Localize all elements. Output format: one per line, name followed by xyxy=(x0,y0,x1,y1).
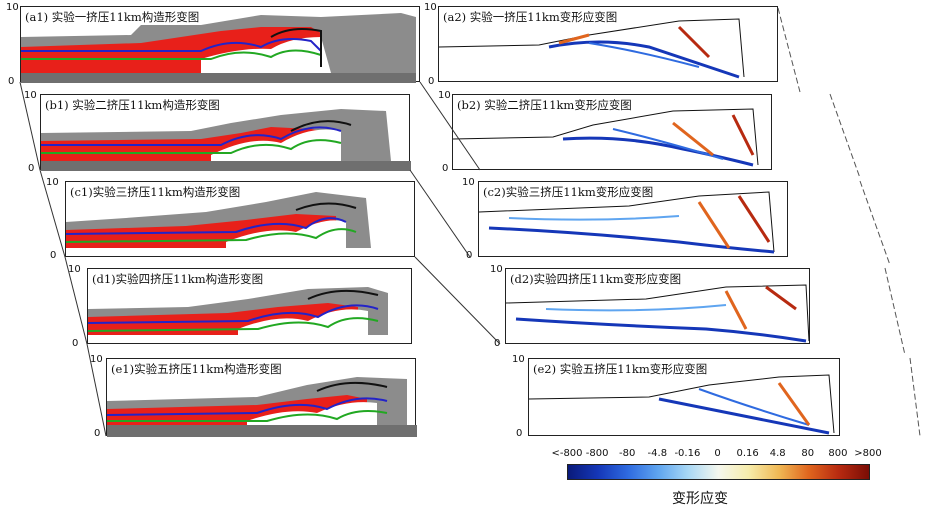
axis-tick-b1-top: 10 xyxy=(24,90,37,101)
axis-tick-c1-bottom: 0 xyxy=(50,250,57,261)
panel-c1: (c1)实验三挤压11km构造形变图 xyxy=(65,181,415,257)
colorbar-tick-label: 0 xyxy=(714,448,721,459)
panel-e2-label: (e2) 实验五挤压11km变形应变图 xyxy=(533,362,708,376)
colorbar-title: 变形应变 xyxy=(672,491,728,507)
axis-tick-b2-bottom: 0 xyxy=(442,163,449,174)
strain-plot-b2 xyxy=(453,108,759,167)
axis-tick-c2-top: 10 xyxy=(462,177,475,188)
colorbar-tick-label: 80 xyxy=(801,448,815,459)
panel-d1-label: (d1)实验四挤压11km构造形变图 xyxy=(92,272,264,286)
panel-b2-label: (b2) 实验二挤压11km变形应变图 xyxy=(457,98,632,112)
axis-tick-a2-bottom: 0 xyxy=(428,76,435,87)
colorbar-tick-label: 0.16 xyxy=(736,448,759,459)
axis-tick-e1-bottom: 0 xyxy=(94,428,101,439)
colorbar-tick-label: 4.8 xyxy=(769,448,786,459)
axis-tick-d1-bottom: 0 xyxy=(72,338,79,349)
panel-e1: (e1)实验五挤压11km构造形变图 xyxy=(106,358,417,437)
structural-plot-c1 xyxy=(66,192,371,248)
panel-e1-label: (e1)实验五挤压11km构造形变图 xyxy=(111,362,282,376)
panel-a1-label: (a1) 实验一挤压11km构造形变图 xyxy=(25,10,200,24)
structural-plot-a1 xyxy=(21,13,416,83)
panel-b2: (b2) 实验二挤压11km变形应变图 xyxy=(452,94,772,170)
colorbar-tick-label: -800 xyxy=(585,448,609,459)
panel-e2: (e2) 实验五挤压11km变形应变图 xyxy=(528,358,840,436)
panel-a2: (a2) 实验一挤压11km变形应变图 xyxy=(438,6,778,82)
structural-plot-b1 xyxy=(41,109,411,171)
colorbar-tick-label: -80 xyxy=(619,448,636,459)
axis-tick-d2-bottom: 0 xyxy=(494,338,501,349)
axis-tick-e1-top: 10 xyxy=(90,354,103,365)
axis-tick-a1-top: 10 xyxy=(6,2,19,13)
panel-a2-label: (a2) 实验一挤压11km变形应变图 xyxy=(443,10,618,24)
strain-plot-c2 xyxy=(479,191,775,254)
panel-d2: (d2)实验四挤压11km变形应变图 xyxy=(505,268,810,344)
axis-tick-b2-top: 10 xyxy=(438,90,451,101)
colorbar-tick-label: 800 xyxy=(828,448,848,459)
strain-plot-a2 xyxy=(439,18,745,79)
axis-tick-d2-top: 10 xyxy=(490,264,503,275)
strain-plot-d2 xyxy=(506,284,810,343)
axis-tick-e2-bottom: 0 xyxy=(516,428,523,439)
panel-b1: (b1) 实验二挤压11km构造形变图 xyxy=(40,94,411,171)
axis-tick-a1-bottom: 0 xyxy=(8,76,15,87)
axis-tick-d1-top: 10 xyxy=(68,264,81,275)
structural-plot-d1 xyxy=(88,287,388,335)
axis-tick-e2-top: 10 xyxy=(512,354,525,365)
axis-tick-c1-top: 10 xyxy=(46,177,59,188)
axis-tick-b1-bottom: 0 xyxy=(28,163,35,174)
colorbar-tick-label: <-800 xyxy=(551,448,583,459)
strain-plot-e2 xyxy=(529,374,835,435)
panel-d1: (d1)实验四挤压11km构造形变图 xyxy=(87,268,412,344)
structural-plot-e1 xyxy=(107,377,417,437)
panel-a1: (a1) 实验一挤压11km构造形变图 xyxy=(20,6,420,83)
colorbar-tick-label: >800 xyxy=(854,448,882,459)
axis-tick-a2-top: 10 xyxy=(424,2,437,13)
colorbar-tick-label: -0.16 xyxy=(674,448,701,459)
axis-tick-c2-bottom: 0 xyxy=(466,250,473,261)
panel-c2: (c2)实验三挤压11km变形应变图 xyxy=(478,181,788,257)
panel-d2-label: (d2)实验四挤压11km变形应变图 xyxy=(510,272,682,286)
panel-c1-label: (c1)实验三挤压11km构造形变图 xyxy=(70,185,241,199)
colorbar-gradient xyxy=(568,465,869,479)
colorbar-tick-label: -4.8 xyxy=(647,448,668,459)
panel-b1-label: (b1) 实验二挤压11km构造形变图 xyxy=(45,98,220,112)
panel-c2-label: (c2)实验三挤压11km变形应变图 xyxy=(483,185,654,199)
colorbar xyxy=(567,464,870,480)
